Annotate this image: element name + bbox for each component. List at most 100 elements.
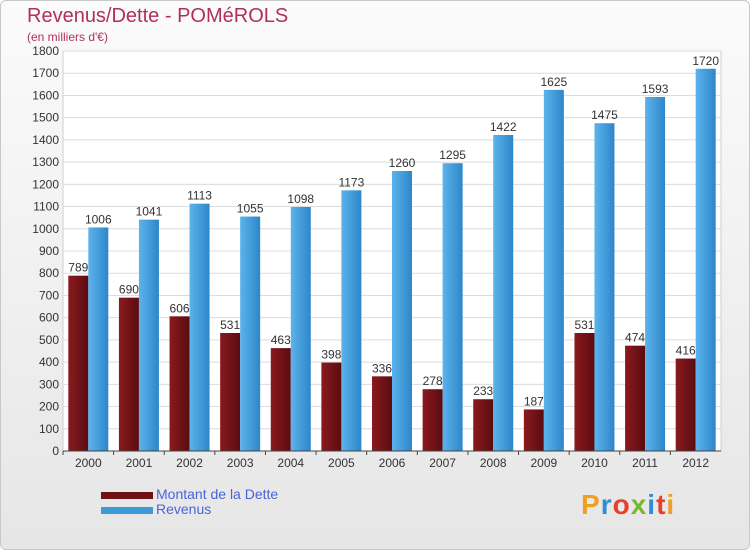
x-tick-label: 2007 [429, 456, 456, 470]
bar-debt [68, 275, 89, 451]
data-label-revenue: 1041 [136, 205, 163, 219]
logo-letter: i [666, 489, 676, 520]
y-tick-label: 900 [39, 244, 59, 258]
bar-debt [220, 333, 241, 451]
y-tick-label: 400 [39, 355, 59, 369]
data-label-debt: 233 [473, 384, 493, 398]
x-tick-label: 2003 [227, 456, 254, 470]
bar-debt [625, 345, 646, 451]
legend-label-debt: Montant de la Dette [156, 486, 279, 502]
bar-revenue [645, 97, 666, 451]
bar-revenue [290, 207, 311, 451]
bar-revenue [88, 227, 109, 451]
bar-debt [675, 358, 696, 451]
data-label-revenue: 1173 [338, 175, 364, 189]
data-label-revenue: 1260 [389, 156, 416, 170]
bar-debt [473, 399, 494, 451]
data-label-debt: 690 [119, 283, 139, 297]
x-tick-label: 2004 [277, 456, 304, 470]
bar-debt [372, 376, 392, 451]
y-tick-label: 1700 [32, 66, 59, 80]
chart-subtitle: (en milliers d'€) [27, 30, 108, 44]
logo-letter: x [630, 489, 648, 520]
y-tick-label: 1500 [32, 111, 59, 125]
data-label-revenue: 1006 [85, 212, 112, 226]
bar-revenue [493, 135, 514, 451]
y-tick-label: 1400 [32, 133, 59, 147]
data-label-revenue: 1422 [490, 120, 517, 134]
data-label-debt: 531 [220, 318, 240, 332]
logo-letter: t [656, 489, 667, 520]
x-tick-label: 2009 [530, 456, 557, 470]
legend-swatch-revenue [101, 506, 153, 514]
x-tick-label: 2010 [581, 456, 608, 470]
legend-item-revenue: Revenus [101, 502, 278, 517]
bar-revenue [189, 203, 210, 451]
y-tick-label: 1200 [32, 177, 59, 191]
data-label-revenue: 1295 [439, 148, 466, 162]
data-label-debt: 398 [321, 348, 341, 362]
legend-swatch-debt [101, 491, 153, 499]
bar-revenue [341, 190, 362, 452]
y-tick-label: 800 [39, 266, 59, 280]
y-axis-ticks: 0 100 200 300 400 500 600 700 800 900 1000 1100 1200… [32, 44, 59, 458]
logo-letter: r [600, 489, 613, 520]
y-tick-label: 0 [52, 444, 59, 458]
data-label-debt: 789 [68, 261, 88, 275]
legend-item-debt: Montant de la Dette [101, 487, 278, 502]
bar-revenue [392, 171, 412, 451]
x-tick-label: 2008 [480, 456, 507, 470]
bars [68, 68, 716, 452]
data-label-debt: 463 [271, 333, 291, 347]
legend-label-revenue: Revenus [156, 501, 212, 517]
data-label-revenue: 1475 [591, 108, 618, 122]
y-tick-label: 1800 [32, 44, 59, 58]
y-tick-label: 1000 [32, 222, 59, 236]
legend: Montant de la Dette Revenus [101, 487, 278, 517]
data-label-debt: 606 [170, 301, 190, 315]
chart-title: Revenus/Dette - POMéROLS [27, 5, 289, 27]
proxiti-logo: Proxiti [581, 489, 675, 521]
data-label-debt: 416 [676, 344, 696, 358]
x-tick-label: 2005 [328, 456, 355, 470]
bar-debt [321, 362, 342, 451]
bar-debt [422, 389, 443, 451]
data-label-revenue: 1098 [287, 192, 314, 206]
y-tick-label: 1100 [33, 200, 59, 214]
data-label-debt: 187 [524, 394, 544, 408]
x-tick-label: 2000 [75, 456, 102, 470]
data-label-revenue: 1055 [237, 202, 264, 216]
data-label-debt: 531 [574, 318, 594, 332]
logo-letter: i [647, 489, 657, 520]
bar-debt [118, 297, 139, 451]
data-label-debt: 278 [423, 374, 443, 388]
x-tick-label: 2012 [682, 456, 709, 470]
x-tick-label: 2006 [379, 456, 406, 470]
y-tick-label: 300 [39, 377, 59, 391]
y-tick-label: 600 [39, 311, 59, 325]
y-tick-label: 500 [39, 333, 59, 347]
logo-letter: P [581, 489, 601, 520]
logo-letter: o [612, 489, 631, 520]
x-tick-label: 2001 [126, 456, 153, 470]
y-tick-label: 700 [39, 288, 59, 302]
x-tick-label: 2011 [632, 456, 658, 470]
y-tick-label: 100 [39, 422, 59, 436]
bar-debt [270, 348, 291, 451]
bar-debt [169, 316, 190, 451]
data-label-revenue: 1113 [187, 189, 212, 203]
data-label-revenue: 1625 [540, 75, 567, 89]
x-tick-label: 2002 [176, 456, 203, 470]
data-label-debt: 474 [625, 331, 645, 345]
data-label-revenue: 1593 [642, 82, 669, 96]
bar-debt [523, 409, 544, 451]
bar-revenue [442, 163, 463, 451]
y-tick-label: 1300 [32, 155, 59, 169]
y-tick-label: 200 [39, 400, 59, 414]
y-tick-label: 1600 [32, 88, 59, 102]
bar-revenue [543, 89, 564, 451]
bar-debt [574, 333, 595, 451]
bar-revenue [240, 216, 261, 451]
x-axis-ticks: 2000 2001 2002 2003 2004 2005 2006 2007 2008 2009… [62, 451, 709, 470]
